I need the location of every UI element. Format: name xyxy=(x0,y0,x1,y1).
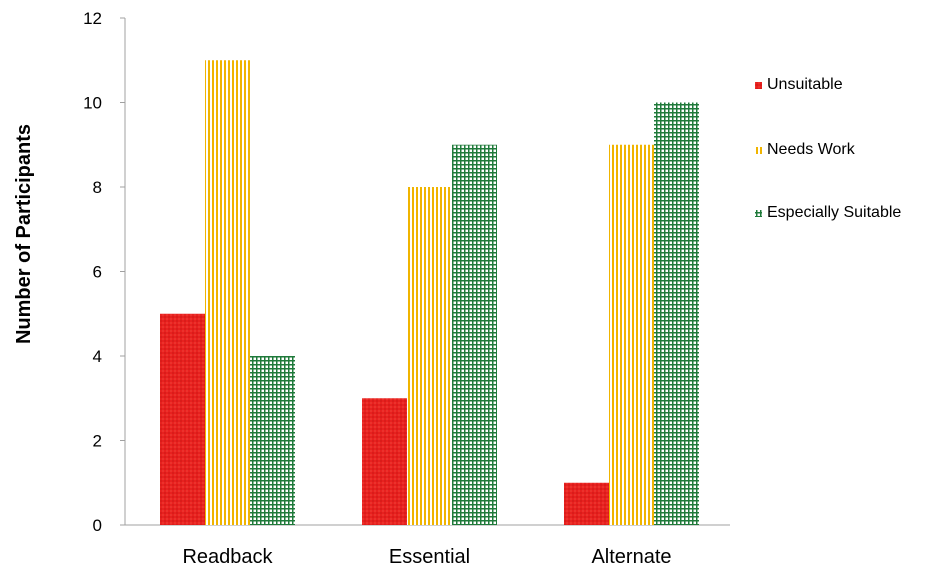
x-tick-label: Essential xyxy=(389,546,470,568)
y-tick-label: 0 xyxy=(93,516,102,535)
y-tick-label: 8 xyxy=(93,178,102,197)
legend-swatch xyxy=(755,147,762,154)
y-tick-label: 2 xyxy=(93,432,102,451)
legend: Unsuitable Needs Work Especially Suitable xyxy=(755,76,901,221)
y-tick-label: 12 xyxy=(83,9,102,28)
legend-swatch xyxy=(755,210,762,217)
bar-especially-suitable-readback xyxy=(250,356,295,525)
y-axis-label: Number of Participants xyxy=(13,124,35,344)
y-tick-label: 10 xyxy=(83,94,102,113)
x-tick-label: Readback xyxy=(182,546,273,568)
bar-unsuitable-readback xyxy=(160,313,205,525)
bar-unsuitable-alternate xyxy=(564,482,609,525)
y-tick-label: 6 xyxy=(93,263,102,282)
bar-unsuitable-essential xyxy=(362,398,407,525)
bar-needs-work-alternate xyxy=(609,144,654,525)
bar-needs-work-readback xyxy=(205,60,250,525)
bar-especially-suitable-alternate xyxy=(654,102,699,525)
legend-swatch xyxy=(755,82,762,89)
y-tick-label: 4 xyxy=(93,347,102,366)
bars-group xyxy=(160,60,699,525)
y-axis-ticks: 0 2 4 6 8 10 12 xyxy=(83,9,125,535)
legend-label: Needs Work xyxy=(767,141,856,158)
bar-especially-suitable-essential xyxy=(452,144,497,525)
x-tick-label: Alternate xyxy=(591,546,671,568)
legend-label: Unsuitable xyxy=(767,76,843,93)
x-axis-tick-labels: Readback Essential Alternate xyxy=(182,546,671,568)
legend-label: Especially Suitable xyxy=(767,204,901,221)
bar-needs-work-essential xyxy=(407,187,452,525)
